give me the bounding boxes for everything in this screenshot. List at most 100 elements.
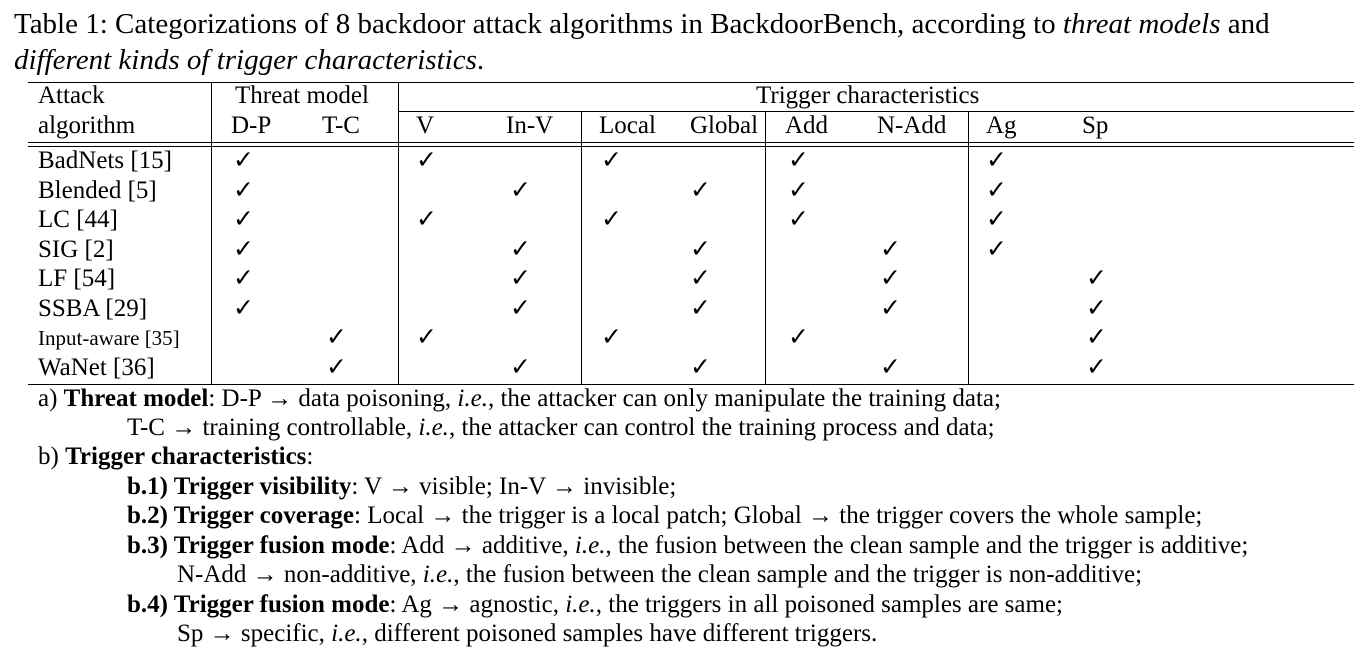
note-ie: i.e. (574, 532, 606, 559)
check-mark: ✓ (880, 353, 901, 381)
row-name: Blended [5] (38, 176, 157, 204)
row-name: BadNets [15] (38, 147, 172, 174)
check-mark: ✓ (986, 147, 1007, 174)
note-line: a) Threat model: D-P → data poisoning, i… (38, 385, 1001, 413)
header-subrule (398, 111, 1354, 112)
check-mark: ✓ (510, 294, 531, 322)
note-text1: Sp → specific, (177, 620, 332, 647)
check-mark: ✓ (510, 265, 531, 292)
check-mark: ✓ (986, 235, 1007, 263)
note-line: b.1) Trigger visibility: V → visible; In… (127, 473, 676, 501)
note-line: N-Add → non-additive, i.e., the fusion b… (177, 561, 1142, 589)
check-mark: ✓ (233, 147, 254, 174)
top-rule (28, 82, 1354, 83)
check-mark: ✓ (788, 147, 809, 174)
col-header-inv: In-V (506, 112, 554, 139)
note-text2: , different poisoned samples have differ… (361, 620, 878, 647)
note-ie: i.e. (422, 561, 454, 588)
row-name: SSBA [29] (38, 294, 148, 322)
header-algorithm: algorithm (38, 112, 136, 139)
note-text1: : Local → the trigger is a local patch; … (354, 502, 1203, 529)
header-trigger-characteristics: Trigger characteristics (756, 82, 980, 109)
check-mark: ✓ (986, 206, 1007, 233)
col-divider-attack (211, 82, 212, 384)
note-line: b.2) Trigger coverage: Local → the trigg… (127, 502, 1202, 530)
note-bold: b.2) Trigger coverage (127, 502, 355, 529)
col-header-ag: Ag (986, 112, 1017, 139)
col-divider-fusion (968, 111, 969, 384)
col-header-add: Add (785, 112, 829, 139)
table-caption: Table 1: Categorizations of 8 backdoor a… (14, 6, 1344, 78)
note-line: T-C → training controllable, i.e., the a… (127, 414, 995, 442)
check-mark: ✓ (1086, 353, 1107, 381)
note-ie: i.e. (457, 385, 488, 412)
check-mark: ✓ (233, 206, 254, 233)
check-mark: ✓ (510, 176, 531, 204)
note-prefix: b) (38, 443, 66, 470)
check-mark: ✓ (510, 235, 531, 263)
note-bold: Threat model (63, 385, 209, 412)
header-rule-2 (28, 146, 1354, 147)
check-mark: ✓ (233, 265, 254, 292)
row-name: LC [44] (38, 206, 118, 233)
check-mark: ✓ (690, 235, 711, 263)
check-mark: ✓ (233, 294, 254, 322)
note-prefix: a) (38, 385, 64, 412)
note-text1: : D-P → data poisoning, (208, 385, 458, 412)
note-text2: , the attacker can only manipulate the t… (487, 385, 1001, 412)
check-mark: ✓ (233, 235, 254, 263)
col-header-local: Local (599, 112, 656, 139)
note-line: Sp → specific, i.e., different poisoned … (177, 620, 877, 648)
note-ie: i.e. (331, 620, 362, 647)
note-text2: , the fusion between the clean sample an… (605, 532, 1249, 559)
check-mark: ✓ (601, 147, 622, 174)
note-bold: b.4) Trigger fusion mode (127, 591, 390, 618)
caption-threat-models: threat models (1062, 8, 1221, 40)
col-header-global: Global (690, 112, 759, 139)
note-text2: , the attacker can control the training … (448, 414, 995, 441)
caption-mid: and (1220, 8, 1270, 40)
header-rule-1 (28, 142, 1354, 143)
note-ie: i.e. (565, 591, 596, 618)
bottom-rule (28, 384, 1354, 385)
note-text1: T-C → training controllable, (127, 414, 419, 441)
check-mark: ✓ (880, 235, 901, 263)
note-bold: b.3) Trigger fusion mode (127, 532, 390, 559)
row-name: Input-aware [35] (38, 326, 180, 350)
check-mark: ✓ (233, 176, 254, 204)
note-bold: b.1) Trigger visibility (127, 473, 352, 500)
categorization-table: Attack algorithm Threat model Trigger ch… (28, 82, 1354, 385)
col-divider-visibility (581, 111, 582, 384)
check-mark: ✓ (1086, 294, 1107, 322)
check-mark: ✓ (690, 353, 711, 381)
caption-lead: Table 1: Categorizations of 8 backdoor a… (14, 8, 1063, 40)
check-mark: ✓ (601, 206, 622, 233)
col-header-dp: D-P (231, 112, 272, 139)
check-mark: ✓ (326, 324, 347, 351)
col-header-v: V (416, 112, 435, 139)
check-mark: ✓ (788, 324, 809, 351)
check-mark: ✓ (416, 147, 437, 174)
col-header-sp: Sp (1082, 112, 1109, 139)
note-ie: i.e. (418, 414, 449, 441)
check-mark: ✓ (326, 353, 347, 381)
header-threat-model: Threat model (235, 82, 369, 109)
check-mark: ✓ (880, 265, 901, 292)
note-bold: Trigger characteristics (65, 443, 307, 470)
check-mark: ✓ (986, 176, 1007, 204)
check-mark: ✓ (690, 294, 711, 322)
check-mark: ✓ (690, 265, 711, 292)
note-line: b) Trigger characteristics: (38, 443, 313, 471)
col-header-nadd: N-Add (877, 112, 947, 139)
note-text2: , the triggers in all poisoned samples a… (595, 591, 1063, 618)
note-text1: : Add → additive, (389, 532, 575, 559)
note-text1: N-Add → non-additive, (177, 561, 423, 588)
note-line: b.4) Trigger fusion mode: Ag → agnostic,… (127, 591, 1063, 619)
note-text1: : Ag → agnostic, (389, 591, 566, 618)
note-line: b.3) Trigger fusion mode: Add → additive… (127, 532, 1248, 560)
check-mark: ✓ (880, 294, 901, 322)
row-name: LF [54] (38, 265, 116, 292)
note-text2: , the fusion between the clean sample an… (453, 561, 1143, 588)
col-divider-coverage (765, 111, 766, 384)
caption-trigger-characteristics: different kinds of trigger characteristi… (14, 44, 477, 76)
